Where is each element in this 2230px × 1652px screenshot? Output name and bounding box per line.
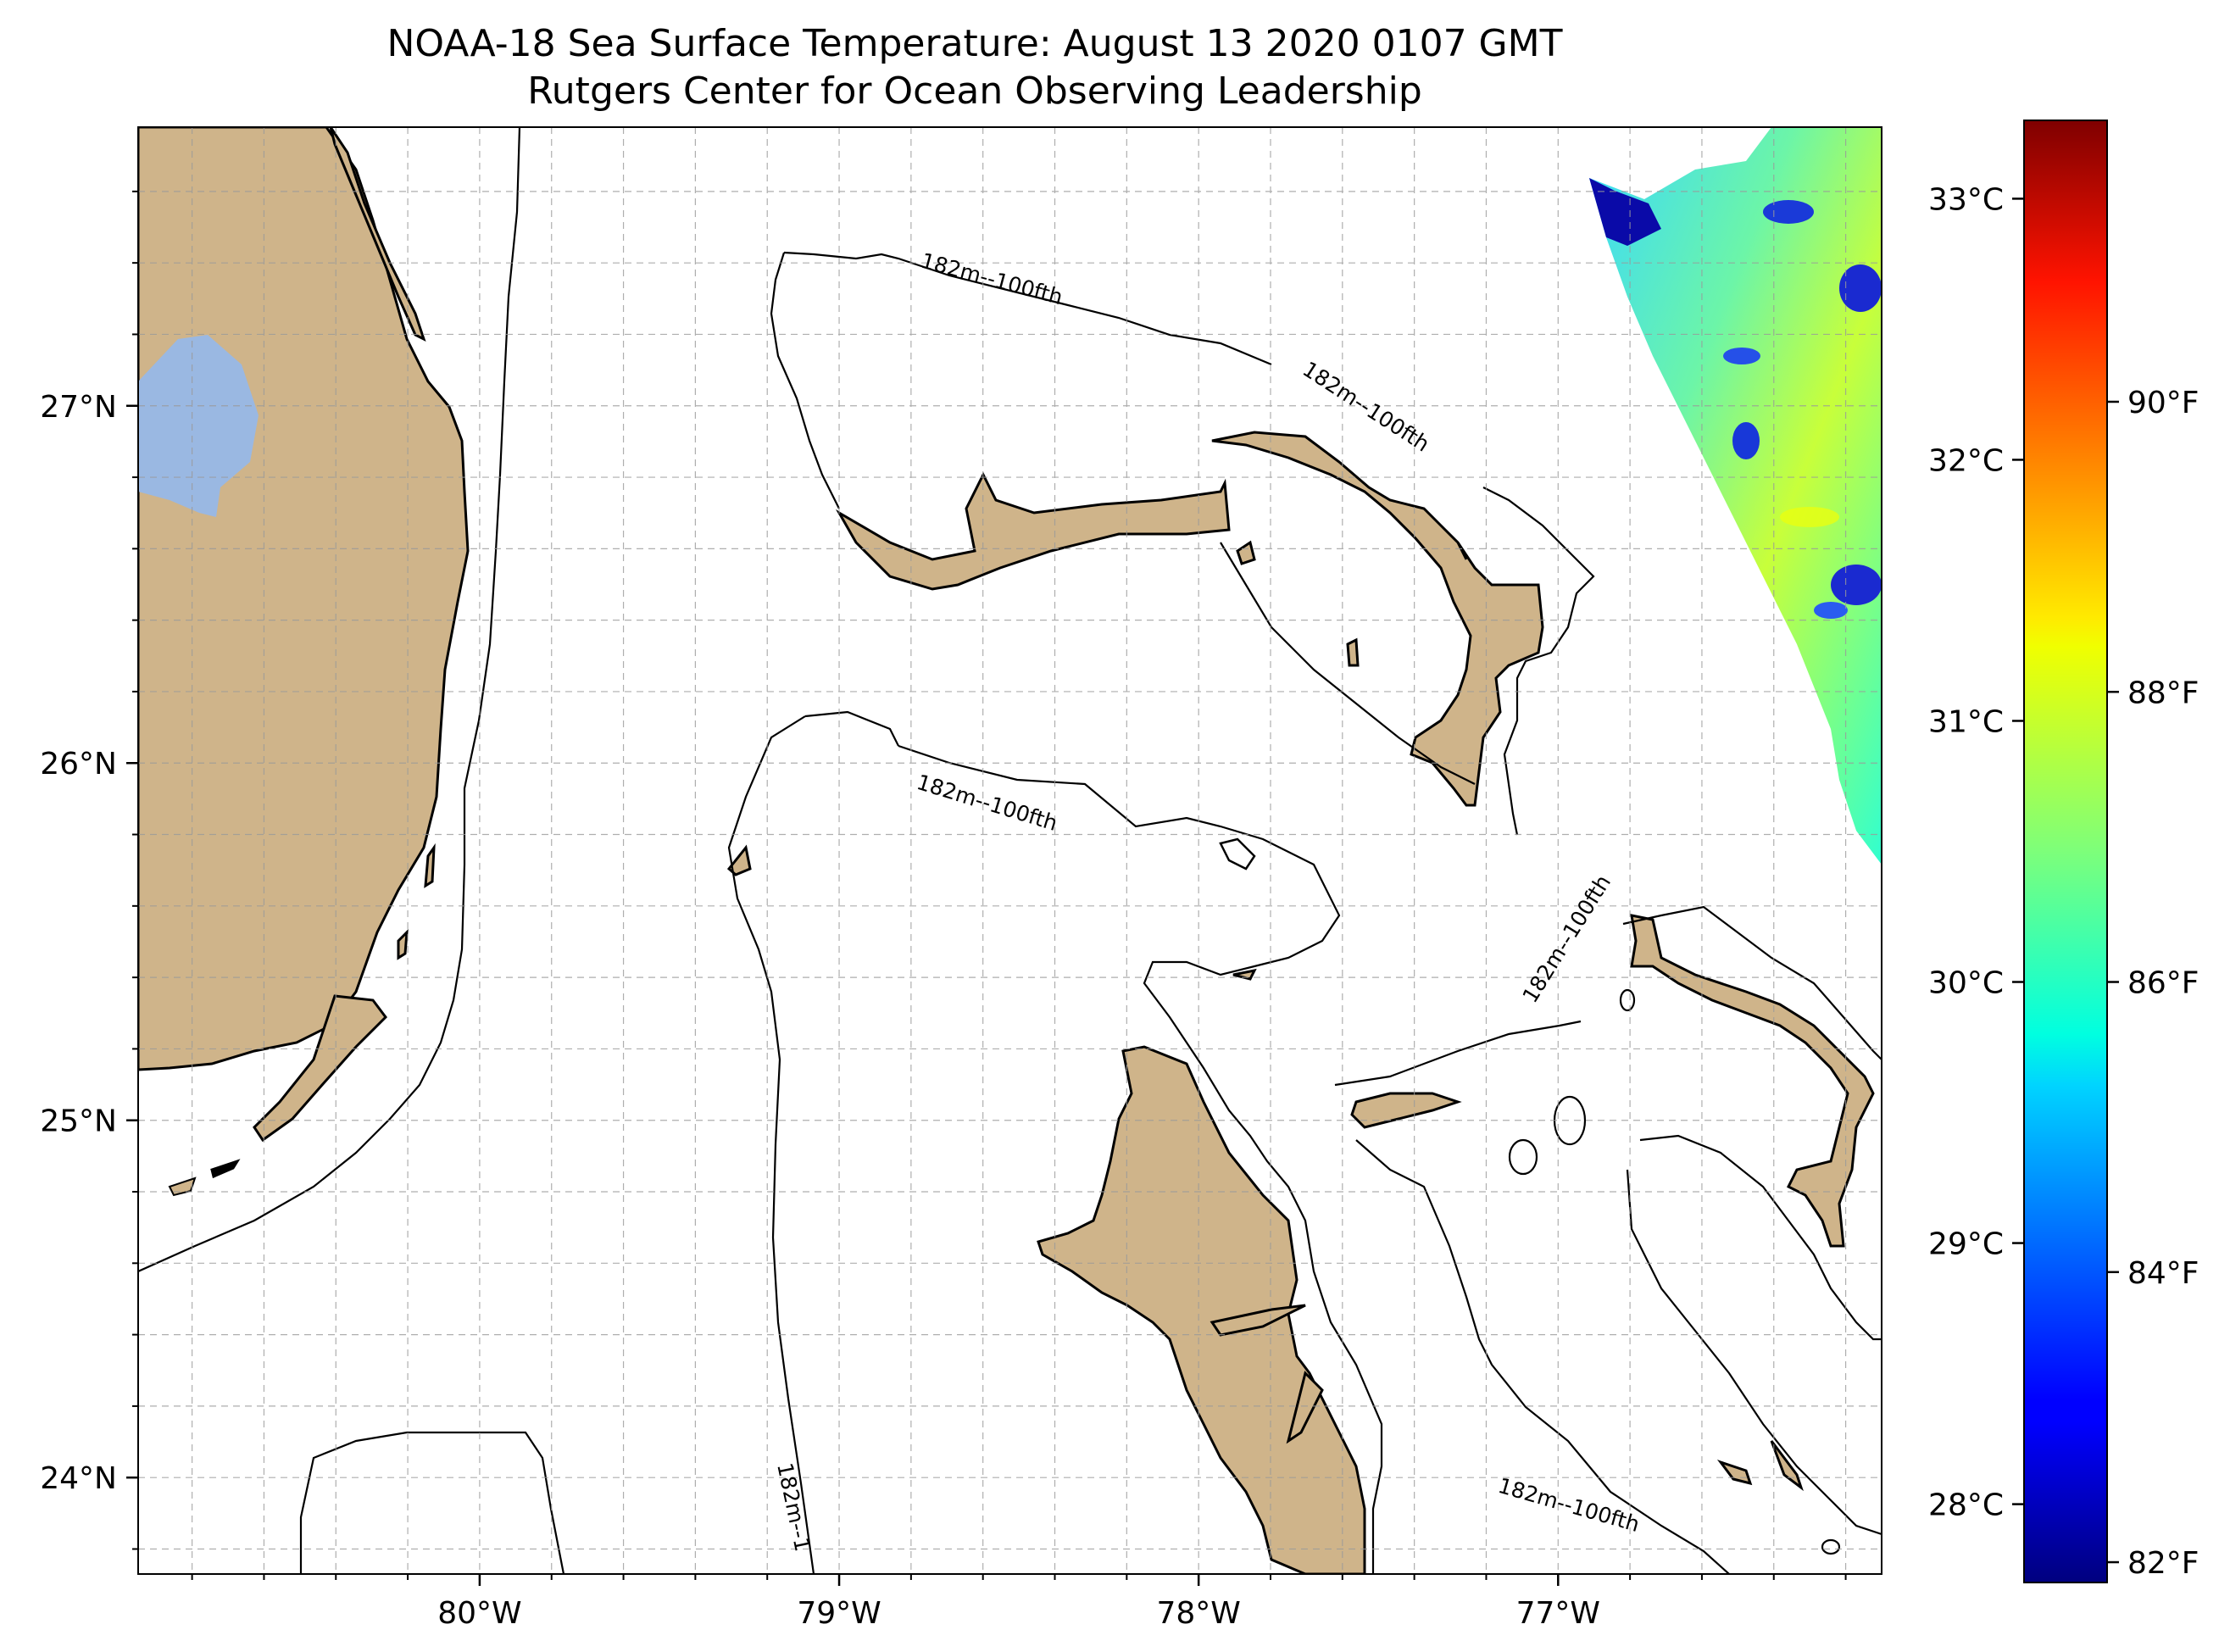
- grand-bahama-land: [835, 471, 1231, 591]
- lake-okeechobee: [138, 335, 259, 517]
- florida-land: [138, 127, 470, 1197]
- map-subtitle: Rutgers Center for Ocean Observing Leade…: [527, 70, 1422, 113]
- abaco-land: [1211, 431, 1544, 807]
- map-axes: 80°W 79°W 78°W 77°W 24°N 25°N 26°N 27°N: [40, 190, 1847, 1631]
- sst-swath: [1589, 127, 1882, 865]
- celsius-tick-label: 30°C: [1928, 966, 2004, 1001]
- celsius-tick-label: 31°C: [1928, 704, 2004, 739]
- lon-tick-label: 78°W: [1156, 1596, 1240, 1631]
- isobath-label-2: 182m--100fth: [1299, 357, 1434, 457]
- celsius-tick-label: 32°C: [1928, 443, 2004, 478]
- celsius-tick-label: 33°C: [1928, 182, 2004, 217]
- grid-lines: [138, 127, 1882, 1574]
- cay-4: [1210, 1304, 1306, 1337]
- fahrenheit-tick-label: 90°F: [2127, 386, 2199, 420]
- cay-1: [1232, 968, 1257, 981]
- isobath-label-1: 182m--100fth: [918, 248, 1065, 309]
- cay-5: [1286, 1371, 1324, 1444]
- colorbar: 33°C 32°C 31°C 30°C 29°C 28°C 90°F 88°F 86°F 84°F…: [1928, 120, 2199, 1583]
- eleuthera-land: [1630, 914, 1875, 1248]
- lat-tick-label: 26°N: [40, 747, 117, 782]
- lat-tick-label: 24°N: [40, 1461, 117, 1496]
- isobath-label-5: 182m--100fth: [1495, 1473, 1642, 1537]
- new-providence-land: [1350, 1092, 1462, 1129]
- fahrenheit-tick-label: 82°F: [2127, 1546, 2199, 1581]
- fahrenheit-tick-label: 86°F: [2127, 966, 2199, 1001]
- cay-3: [1770, 1440, 1804, 1492]
- celsius-tick-label: 29°C: [1928, 1227, 2004, 1262]
- lat-tick-label: 27°N: [40, 390, 117, 425]
- island-small-2: [1346, 637, 1360, 667]
- lat-tick-label: 25°N: [40, 1104, 117, 1139]
- cay-2: [1716, 1460, 1753, 1486]
- isobath-label-4: 182m--100fth: [1517, 870, 1615, 1007]
- lon-tick-label: 80°W: [437, 1596, 521, 1631]
- map-title: NOAA-18 Sea Surface Temperature: August …: [386, 22, 1563, 65]
- celsius-tick-label: 28°C: [1928, 1488, 2004, 1523]
- lon-tick-label: 77°W: [1516, 1596, 1600, 1631]
- isobath-contours: [138, 127, 1882, 1574]
- andros-land: [1037, 1045, 1366, 1574]
- berry-islands: [1219, 837, 1256, 870]
- lon-tick-label: 79°W: [797, 1596, 881, 1631]
- colorbar-gradient: [2023, 120, 2108, 1583]
- isobath-label-3: 182m--100fth: [914, 770, 1060, 836]
- isobath-label-6: 182m--1: [772, 1460, 815, 1554]
- island-small-1: [1236, 540, 1256, 565]
- fahrenheit-tick-label: 88°F: [2127, 676, 2199, 710]
- map-frame: [137, 126, 1882, 1575]
- fahrenheit-tick-label: 84°F: [2127, 1256, 2199, 1291]
